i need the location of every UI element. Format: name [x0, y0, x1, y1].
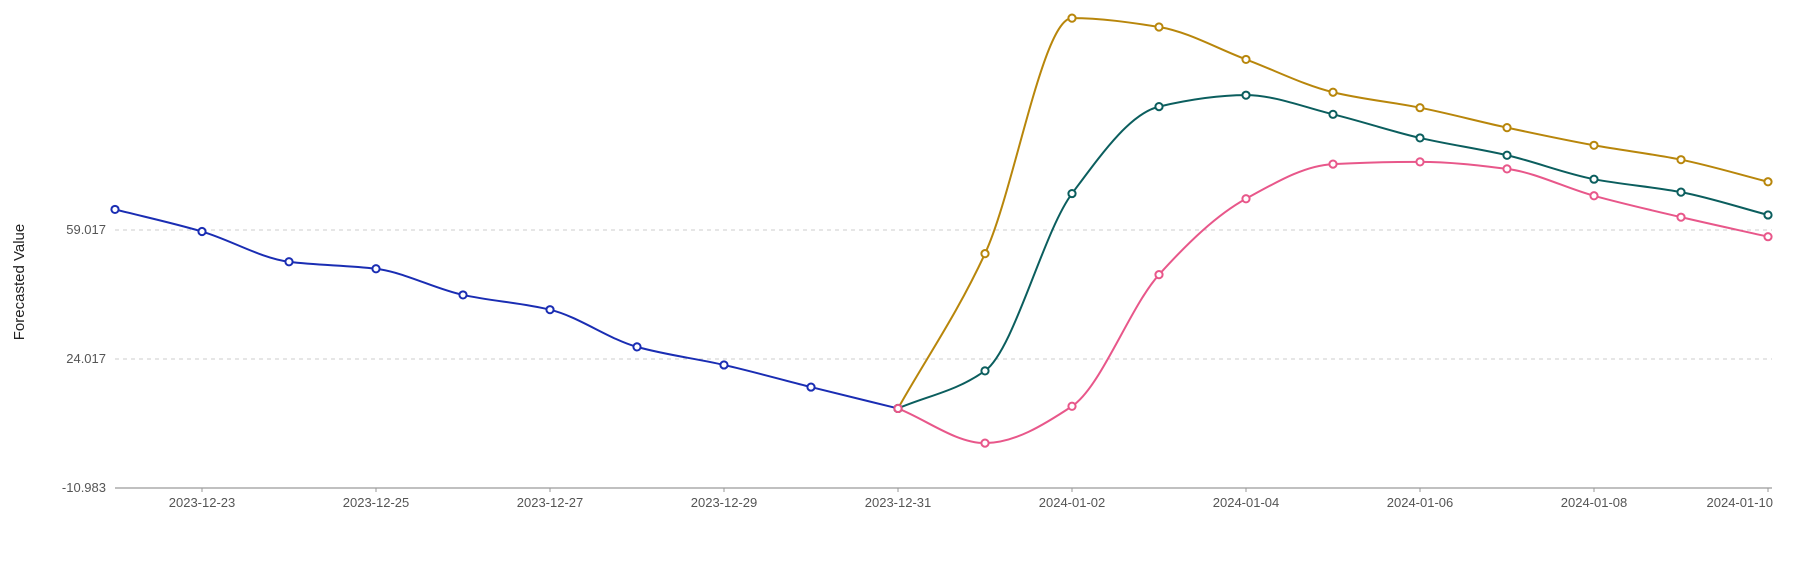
data-point-forecast[interactable] [1154, 101, 1164, 112]
y-tick-label: 24.017 [66, 351, 106, 366]
data-point-lower[interactable] [893, 403, 903, 414]
data-point-upper[interactable] [1415, 103, 1425, 113]
y-tick-label: -10.983 [62, 480, 106, 495]
series-line-forecast [897, 94, 1769, 410]
data-point-historical[interactable] [284, 257, 294, 267]
x-tick-label: 2023-12-29 [691, 495, 758, 510]
x-tick-label: 2023-12-31 [865, 495, 932, 510]
x-tick-label: 2023-12-23 [169, 495, 236, 510]
data-point-historical[interactable] [458, 290, 468, 300]
data-point-lower[interactable] [1763, 232, 1773, 242]
data-point-lower[interactable] [1154, 270, 1164, 280]
x-tick-label: 2024-01-10 [1707, 495, 1774, 510]
data-point-lower[interactable] [1328, 159, 1338, 169]
data-point-upper[interactable] [1676, 155, 1686, 165]
data-point-lower[interactable] [1502, 164, 1512, 174]
data-point-forecast[interactable] [1328, 109, 1338, 119]
data-point-lower[interactable] [1676, 212, 1686, 222]
y-axis-title: Forecasted Value [11, 224, 28, 340]
data-point-forecast[interactable] [980, 366, 990, 376]
data-point-forecast[interactable] [1589, 174, 1599, 184]
data-point-upper[interactable] [1763, 177, 1773, 187]
data-point-forecast[interactable] [1502, 150, 1512, 160]
data-point-upper[interactable] [1154, 22, 1164, 32]
series-lines [114, 17, 1769, 445]
data-point-historical[interactable] [719, 360, 729, 370]
data-point-lower[interactable] [1415, 157, 1425, 167]
x-tick-label: 2023-12-25 [343, 495, 410, 510]
data-point-historical[interactable] [632, 342, 642, 352]
data-point-lower[interactable] [1589, 191, 1599, 201]
data-point-upper[interactable] [1589, 140, 1599, 150]
data-point-historical[interactable] [197, 226, 207, 237]
axes: -10.983 24.017 59.017 2023-12-23 2023-12-25 2… [62, 222, 1773, 510]
data-point-forecast[interactable] [1763, 210, 1773, 220]
data-point-historical[interactable] [806, 382, 816, 392]
gridlines [115, 229, 1772, 360]
x-tick-label: 2023-12-27 [517, 495, 584, 510]
series-line-lower [897, 160, 1769, 445]
data-point-forecast[interactable] [1415, 133, 1425, 143]
x-tick-label: 2024-01-08 [1561, 495, 1628, 510]
data-point-historical[interactable] [371, 264, 381, 274]
data-point-upper[interactable] [1241, 54, 1251, 65]
data-point-lower[interactable] [1241, 194, 1251, 204]
x-tick-label: 2024-01-02 [1039, 495, 1106, 510]
x-tick-label: 2024-01-04 [1213, 495, 1280, 510]
data-point-forecast[interactable] [1067, 188, 1077, 199]
data-point-upper[interactable] [1502, 122, 1512, 133]
data-point-forecast[interactable] [1241, 90, 1251, 100]
data-point-lower[interactable] [980, 438, 990, 448]
data-point-upper[interactable] [1328, 87, 1338, 97]
data-point-upper[interactable] [1067, 13, 1077, 23]
data-point-upper[interactable] [980, 249, 990, 259]
data-point-forecast[interactable] [1676, 187, 1686, 197]
data-point-historical[interactable] [545, 305, 555, 315]
data-point-historical[interactable] [110, 204, 120, 215]
series-line-historical [114, 208, 899, 410]
data-points [110, 13, 1773, 448]
x-tick-label: 2024-01-06 [1387, 495, 1454, 510]
y-tick-label: 59.017 [66, 222, 106, 237]
data-point-lower[interactable] [1067, 401, 1077, 411]
series-line-upper [897, 17, 1769, 409]
